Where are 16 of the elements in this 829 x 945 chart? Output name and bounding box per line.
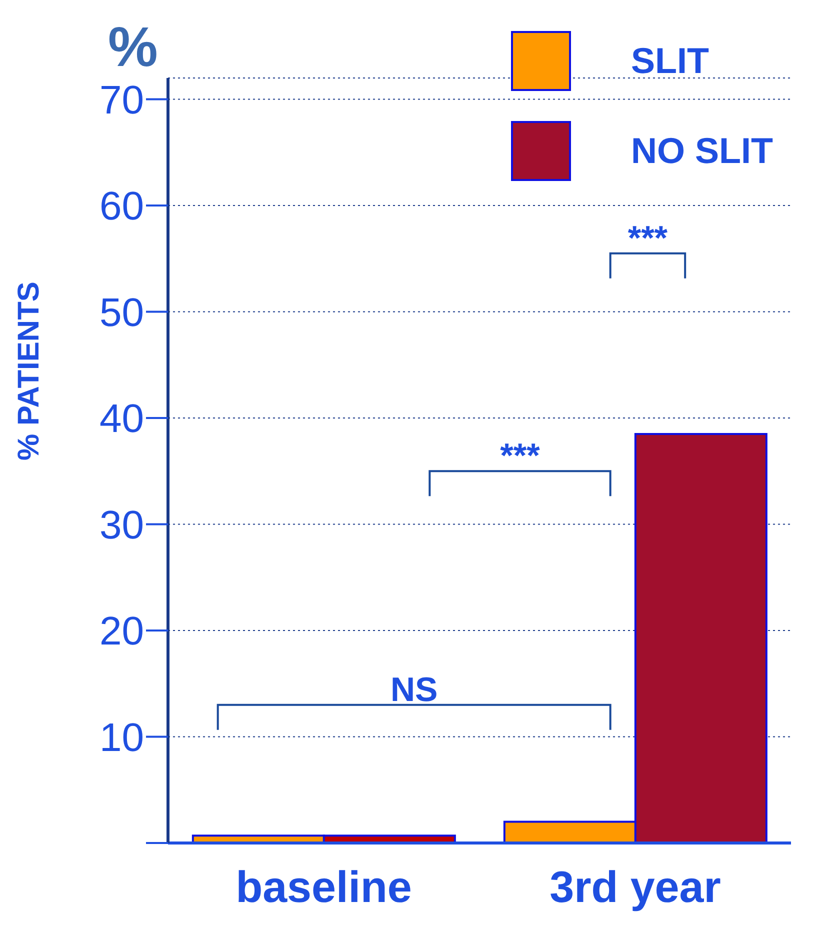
y-tick-label: 20 xyxy=(100,610,144,654)
annotation: *** xyxy=(500,437,541,476)
legend-label: SLIT xyxy=(631,40,709,82)
y-tick-label: 50 xyxy=(100,290,144,335)
y-tick-label: 30 xyxy=(100,503,144,548)
x-tick-label: baseline xyxy=(236,863,412,912)
x-tick-label: 3rd year xyxy=(550,863,721,912)
y-tick-label: 40 xyxy=(100,397,144,442)
annotation: NS xyxy=(390,670,438,709)
y-tick-label: 60 xyxy=(100,184,144,229)
legend-label: NO SLIT xyxy=(631,130,773,172)
y-tick-label: 10 xyxy=(100,716,144,760)
text: % xyxy=(108,15,158,78)
y-axis-title: % PATIENTS xyxy=(12,282,46,460)
annotation: *** xyxy=(628,219,668,258)
y-tick-label: 70 xyxy=(100,78,144,122)
